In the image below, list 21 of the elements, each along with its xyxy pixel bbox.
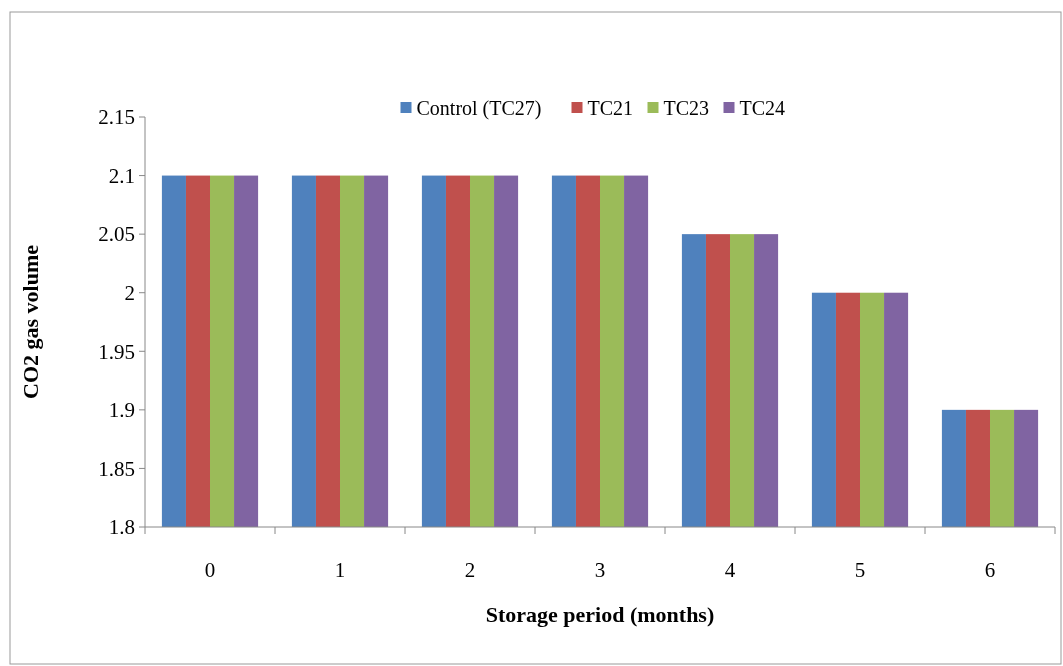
x-tick-label: 1 (334, 558, 346, 582)
y-axis-title: CO2 gas volume (18, 244, 43, 399)
y-tick-label: 2.1 (108, 163, 135, 188)
x-tick-label: 4 (724, 558, 736, 582)
x-tick-label: 3 (594, 558, 606, 582)
legend-label: TC23 (663, 97, 710, 119)
x-tick-label: 0 (204, 558, 216, 582)
y-tick-label: 2 (124, 281, 135, 306)
y-tick-label: 2.05 (98, 222, 135, 247)
legend-label: TC24 (739, 97, 786, 119)
y-tick-label: 1.95 (98, 339, 135, 364)
x-axis-title: Storage period (months) (485, 602, 715, 627)
y-tick-label: 1.85 (98, 456, 135, 481)
x-tick-label: 6 (984, 558, 996, 582)
x-tick-label: 2 (464, 558, 476, 582)
y-tick-label: 2.15 (98, 105, 135, 130)
y-tick-label: 1.8 (108, 515, 135, 540)
y-tick-label: 1.9 (108, 398, 135, 423)
legend-label: Control (TC27) (416, 97, 542, 120)
x-tick-label: 5 (854, 558, 866, 582)
legend-label: TC21 (587, 97, 634, 119)
